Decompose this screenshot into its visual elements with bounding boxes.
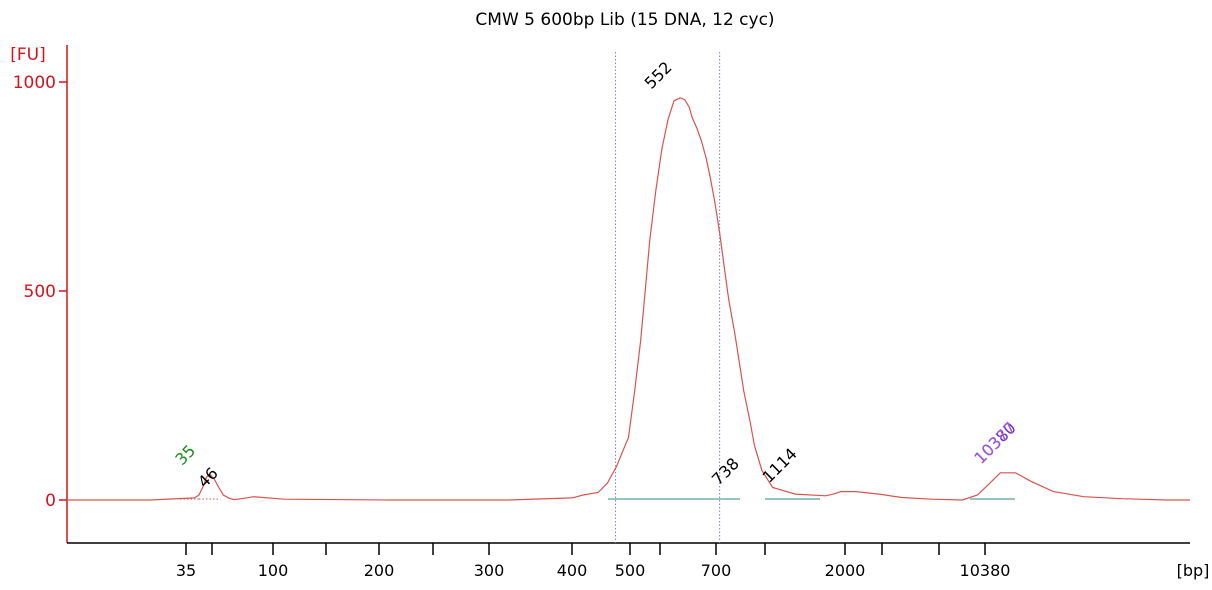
peak-label: 738 [708, 454, 743, 489]
x-axis: 35 100 200 300 400 500 700 2000 10380 [67, 542, 1190, 580]
x-tick-label: 2000 [825, 561, 866, 580]
series-group [67, 97, 1190, 501]
x-tick-label: 35 [176, 561, 196, 580]
region-markers [615, 52, 721, 543]
x-axis-label: [bp] [1177, 561, 1210, 580]
chart-title: CMW 5 600bp Lib (15 DNA, 12 cyc) [475, 10, 774, 30]
x-tick-label: 100 [258, 561, 289, 580]
peak-label: 552 [641, 58, 676, 93]
peak-label: 10377 [970, 418, 1019, 467]
y-axis-label: [FU] [10, 45, 46, 65]
x-tick-label: 200 [364, 561, 395, 580]
x-tick-label: 300 [474, 561, 505, 580]
y-tick-label: 500 [24, 282, 56, 302]
electropherogram-trace [67, 97, 1190, 501]
peak-label: 35 [171, 441, 199, 469]
x-tick-label: 700 [701, 561, 732, 580]
y-tick-label: 0 [45, 491, 56, 511]
peak-label: 46 [194, 464, 222, 492]
x-tick-label: 10380 [960, 561, 1011, 580]
y-tick-label: 1000 [13, 73, 56, 93]
peak-label: 1114 [759, 444, 801, 486]
x-tick-label: 500 [615, 561, 646, 580]
y-axis: 0 500 1000 [13, 45, 68, 543]
x-tick-label: 400 [557, 561, 588, 580]
